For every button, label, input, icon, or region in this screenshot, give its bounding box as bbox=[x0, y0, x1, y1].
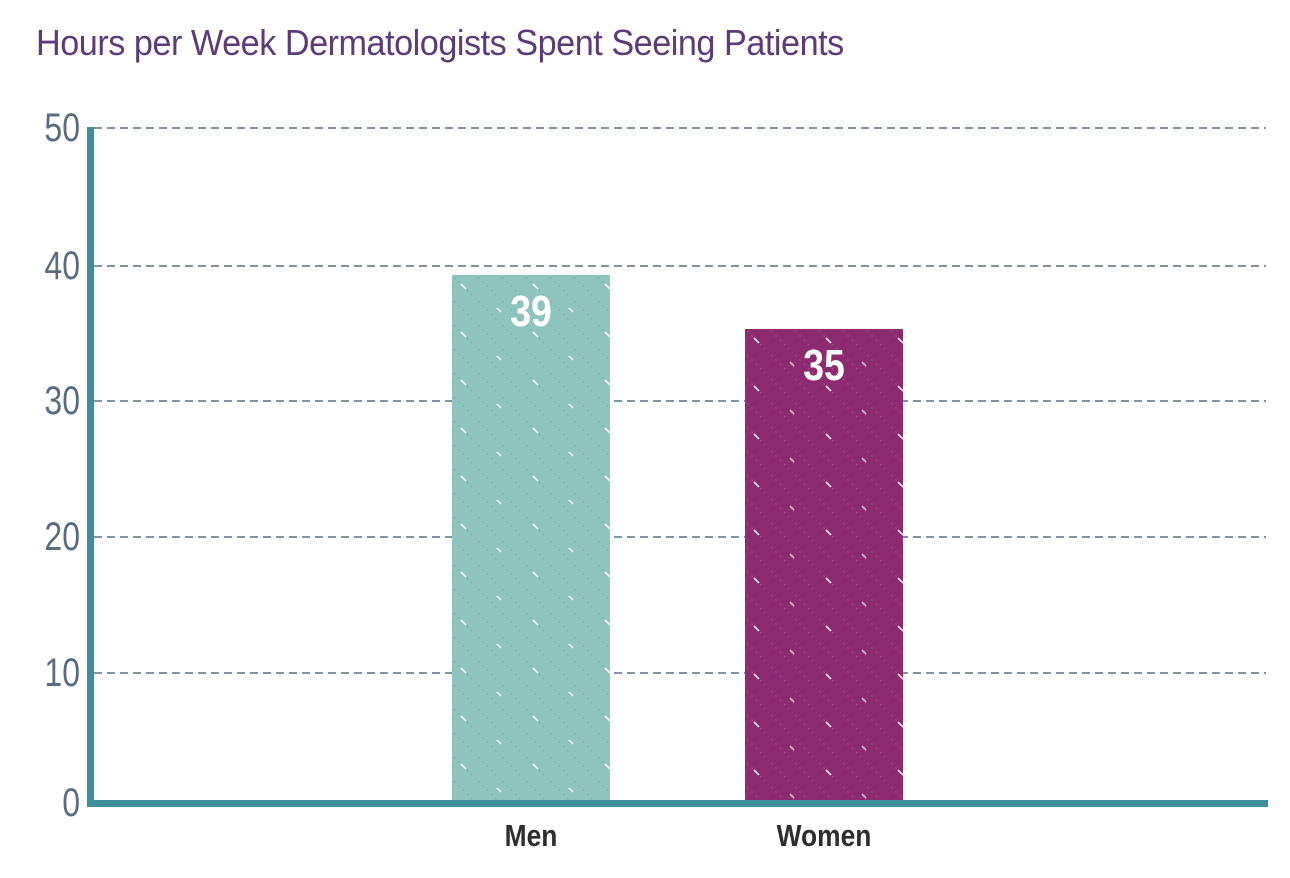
gridline-10 bbox=[94, 672, 1266, 674]
y-tick-label-40: 40 bbox=[44, 244, 80, 288]
bar-men-value-label: 39 bbox=[510, 287, 552, 336]
category-label-women: Women bbox=[776, 818, 872, 853]
bar-women: 35 bbox=[745, 329, 903, 802]
y-tick-label-10: 10 bbox=[44, 651, 80, 695]
y-tick-label-30: 30 bbox=[44, 379, 80, 423]
x-axis-line bbox=[87, 800, 1268, 807]
gridline-40 bbox=[94, 265, 1266, 267]
y-axis-line bbox=[87, 127, 94, 807]
bar-men: 39 bbox=[452, 275, 610, 802]
gridline-30 bbox=[94, 400, 1266, 402]
chart-title: Hours per Week Dermatologists Spent Seei… bbox=[36, 22, 844, 63]
y-tick-label-0: 0 bbox=[62, 781, 80, 825]
y-tick-label-50: 50 bbox=[44, 106, 80, 150]
bar-women-value-label: 35 bbox=[803, 341, 845, 390]
y-tick-label-20: 20 bbox=[44, 515, 80, 559]
category-label-men: Men bbox=[504, 818, 558, 853]
bar-women-pattern bbox=[745, 329, 903, 802]
gridline-20 bbox=[94, 536, 1266, 538]
gridline-50 bbox=[94, 127, 1266, 129]
bar-men-pattern bbox=[452, 275, 610, 802]
